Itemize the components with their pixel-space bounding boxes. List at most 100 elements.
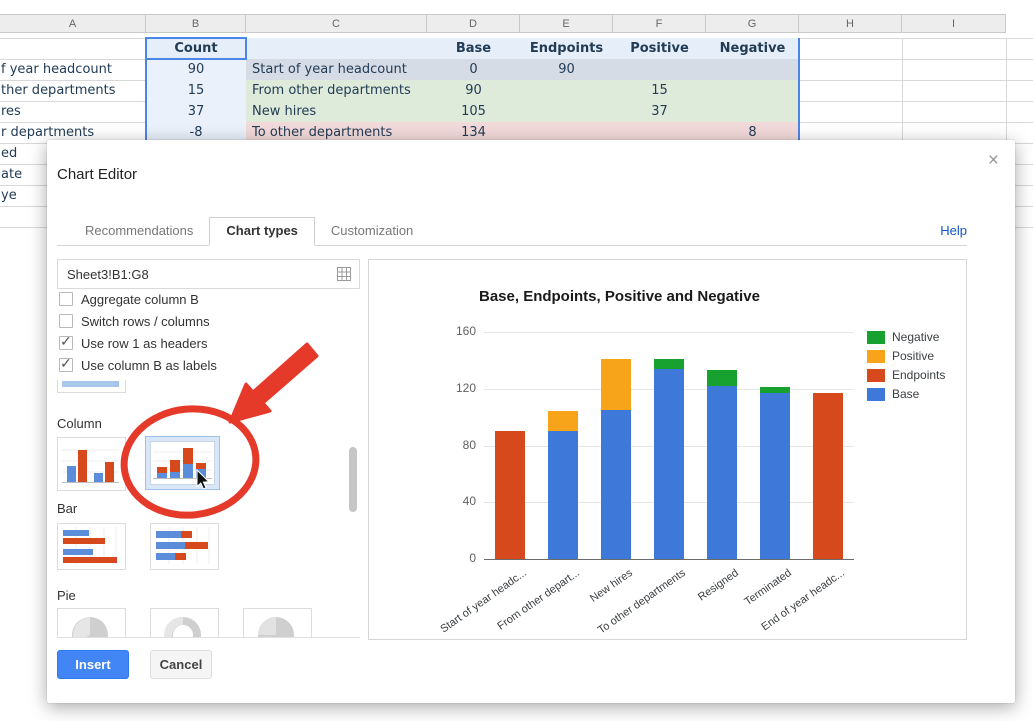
sheet-cell[interactable]: Positive (613, 38, 706, 59)
column-header-F[interactable]: F (613, 14, 706, 33)
sheet-cell[interactable]: -8 (146, 122, 246, 143)
thumbnail-column-stacked[interactable] (145, 436, 220, 490)
thumbnail-bar-grouped[interactable] (57, 523, 126, 570)
sheet-cell[interactable]: 37 (146, 101, 246, 122)
chart-editor-dialog: Chart Editor × Recommendations Chart type… (47, 140, 1015, 703)
sheet-cell[interactable]: ate (1, 167, 23, 182)
sheet-cell[interactable]: 15 (613, 80, 706, 101)
column-header-C[interactable]: C (246, 14, 427, 33)
column-header-A[interactable]: A (0, 14, 146, 33)
sheet-cell[interactable]: Base (427, 38, 520, 59)
thumbnail-bar-stacked[interactable] (150, 523, 219, 570)
tab-chart-types[interactable]: Chart types (209, 217, 315, 246)
data-range-box (57, 259, 360, 289)
column-header-G[interactable]: G (706, 14, 799, 33)
section-label-bar: Bar (57, 501, 78, 516)
tab-customization[interactable]: Customization (330, 223, 414, 238)
section-label-column: Column (57, 416, 102, 431)
option-switch-rows-columns[interactable]: Switch rows / columns (59, 310, 217, 332)
sheet-cell[interactable] (706, 59, 799, 80)
sheet-cell[interactable]: Start of year headcount (246, 59, 427, 80)
chart-preview: Base, Endpoints, Positive and Negative 0… (368, 259, 967, 640)
legend-label-negative: Negative (892, 330, 940, 344)
help-link[interactable]: Help (940, 223, 967, 238)
selected-cell-outline (145, 37, 247, 60)
column-header-I[interactable]: I (902, 14, 1006, 33)
thumbnail-cutoff[interactable] (57, 380, 126, 393)
sheet-cell[interactable]: Endpoints (520, 38, 613, 59)
sheet-cell[interactable]: f year headcount (1, 62, 112, 77)
range-border (798, 38, 800, 227)
option-aggregate-column-b[interactable]: Aggregate column B (59, 288, 217, 310)
legend-label-base: Base (892, 387, 920, 401)
sheet-cell[interactable]: ther departments (1, 83, 116, 98)
sheet-cell[interactable] (706, 101, 799, 122)
thumbnail-donut[interactable] (150, 608, 219, 637)
sheet-cell[interactable] (613, 59, 706, 80)
legend-label-positive: Positive (892, 349, 935, 363)
column-header-E[interactable]: E (520, 14, 613, 33)
sheet-cell[interactable] (613, 122, 706, 143)
sheet-cell[interactable]: 90 (427, 80, 520, 101)
chart-type-list: Column (57, 380, 360, 638)
sheet-cell[interactable] (520, 80, 613, 101)
chart-bar-segment-base (759, 393, 790, 559)
sheet-cell[interactable]: Negative (706, 38, 799, 59)
option-use-row-1-as-headers[interactable]: Use row 1 as headers (59, 332, 217, 354)
y-gridline (484, 559, 854, 560)
sheet-cell[interactable]: Count (146, 38, 246, 59)
thumbnail-column-grouped[interactable] (57, 437, 126, 491)
tab-recommendations[interactable]: Recommendations (85, 223, 194, 238)
option-use-column-b-as-labels[interactable]: Use column B as labels (59, 354, 217, 376)
option-label: Switch rows / columns (81, 313, 210, 329)
sheet-cell[interactable]: 8 (706, 122, 799, 143)
y-tick-label: 120 (455, 380, 476, 395)
sheet-cell[interactable]: 37 (613, 101, 706, 122)
sheet-cell[interactable]: To other departments (246, 122, 427, 143)
chart-bar-segment-base (706, 385, 737, 559)
legend-label-endpoints: Endpoints (892, 368, 946, 382)
close-icon[interactable]: × (987, 150, 999, 171)
checkbox-checked[interactable] (59, 355, 73, 372)
chart-bar-segment-positive (548, 410, 579, 432)
cancel-button[interactable]: Cancel (150, 650, 212, 679)
sheet-cell[interactable]: From other departments (246, 80, 427, 101)
chart-bar-segment-base (548, 431, 579, 559)
sheet-cell[interactable]: New hires (246, 101, 427, 122)
dialog-title: Chart Editor (57, 166, 138, 183)
sheet-cell[interactable]: 0 (427, 59, 520, 80)
column-header-H[interactable]: H (799, 14, 902, 33)
sheet-cell[interactable] (706, 80, 799, 101)
chart-bar-segment-endpoints (812, 393, 843, 559)
sheet-cell[interactable]: 105 (427, 101, 520, 122)
sheet-cell[interactable]: 134 (427, 122, 520, 143)
sheet-cell[interactable] (520, 101, 613, 122)
sheet-cell[interactable]: 90 (520, 59, 613, 80)
checkbox[interactable] (59, 314, 73, 328)
sheet-cell[interactable] (520, 122, 613, 143)
y-tick-label: 40 (462, 494, 476, 509)
column-header-B[interactable]: B (146, 14, 246, 33)
sheet-cell[interactable]: ye (1, 188, 17, 203)
insert-button[interactable]: Insert (57, 650, 129, 679)
data-range-input[interactable] (58, 260, 335, 288)
sheet-cell[interactable] (246, 38, 427, 59)
checkbox-checked[interactable] (59, 333, 73, 350)
sheet-cell[interactable]: 90 (146, 59, 246, 80)
sheet-cell[interactable]: res (1, 104, 21, 119)
scrollbar-thumb[interactable] (349, 447, 357, 512)
thumbnail-pie[interactable] (57, 608, 126, 637)
chart-bar-segment-endpoints (495, 431, 526, 559)
chart-bar-segment-base (601, 410, 632, 559)
y-tick-label: 160 (455, 324, 476, 338)
legend-swatch-negative (867, 331, 885, 344)
legend-swatch-positive (867, 350, 885, 363)
thumbnail-pie-rotated[interactable] (243, 608, 312, 637)
checkbox[interactable] (59, 292, 73, 306)
sheet-cell[interactable]: ed (1, 146, 18, 161)
select-range-grid-icon[interactable] (336, 266, 352, 287)
sheet-cell[interactable]: r departments (1, 125, 95, 140)
column-header-D[interactable]: D (427, 14, 520, 33)
sheet-cell[interactable]: 15 (146, 80, 246, 101)
column-gridline (902, 38, 903, 227)
